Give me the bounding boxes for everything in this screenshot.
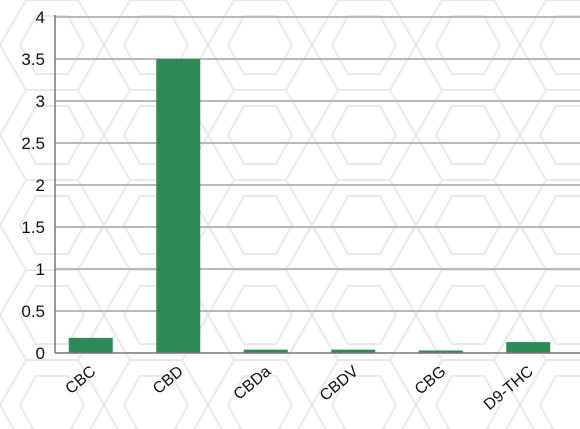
bars: [68, 59, 551, 353]
y-tick-label: 3.5: [21, 50, 45, 69]
y-tick-label: 3: [36, 92, 45, 111]
bar-d9-thc: [506, 342, 551, 353]
y-tick-label: 4: [36, 8, 45, 27]
axes: [54, 15, 580, 354]
bar-cbg: [418, 350, 463, 353]
y-tick-label: 0: [36, 344, 45, 363]
bar-cbc: [68, 337, 113, 353]
gridlines: [55, 16, 580, 312]
bar-cbda: [243, 349, 288, 353]
bar-cbd: [156, 59, 201, 353]
y-tick-label: 2: [36, 176, 45, 195]
y-tick-label: 1.5: [21, 218, 45, 237]
y-tick-label: 0.5: [21, 302, 45, 321]
y-tick-label: 2.5: [21, 134, 45, 153]
y-tick-label: 1: [36, 260, 45, 279]
y-tick-labels: 0 0.5 1 1.5 2 2.5 3 3.5 4: [21, 8, 45, 363]
bar-cbdv: [331, 349, 376, 353]
